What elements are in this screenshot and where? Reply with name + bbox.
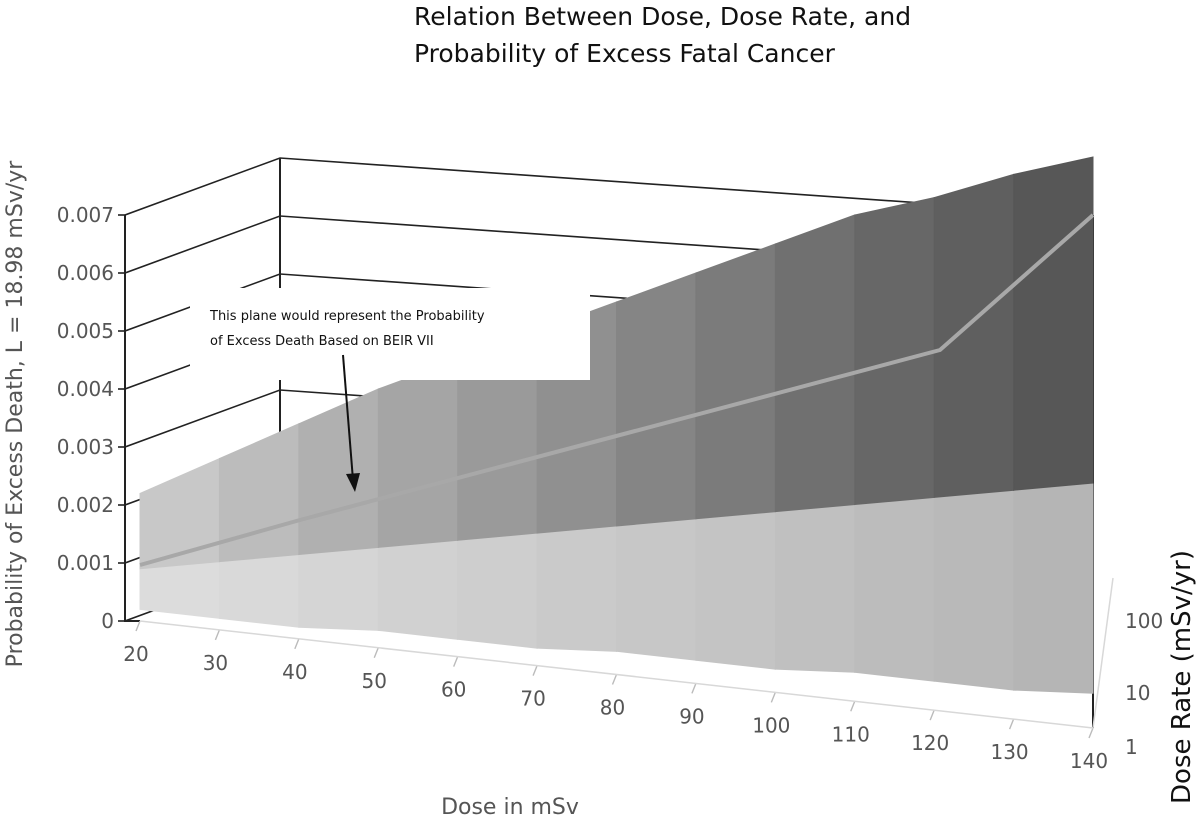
z-axis-ticks: 1 10 100	[1092, 577, 1163, 759]
x-tick-label: 110	[832, 722, 870, 746]
x-tick-mark	[453, 656, 459, 667]
x-tick-mark	[611, 674, 618, 685]
annotation-line-2: of Excess Death Based on BEIR VII	[210, 334, 434, 349]
surface-patch	[616, 518, 697, 661]
x-axis-line	[139, 620, 1094, 729]
x-tick-label: 90	[679, 704, 704, 728]
x-tick-mark	[1008, 718, 1015, 730]
surface-patch	[457, 532, 538, 649]
y-tick-label: 0.005	[57, 319, 114, 343]
x-tick-mark	[929, 709, 935, 721]
z-tick-label: 100	[1125, 609, 1163, 633]
x-axis-title: Dose in mSv	[441, 795, 579, 820]
x-tick-label: 20	[123, 642, 148, 666]
z-tick-label: 10	[1125, 681, 1150, 705]
surface-patch	[854, 496, 935, 682]
surface-patch	[933, 173, 1015, 498]
x-tick-mark	[135, 620, 141, 632]
annotation-arrow-shaft	[342, 354, 354, 481]
y-tick-label: 0.006	[57, 261, 114, 285]
x-tick-mark	[373, 647, 379, 659]
surface-patch	[695, 511, 776, 670]
surface-patch	[298, 388, 379, 556]
y-tick-label: 0.004	[57, 377, 114, 401]
x-tick-mark	[850, 700, 856, 712]
y-gridline	[124, 157, 1094, 216]
x-tick-mark	[532, 665, 538, 676]
annotation-arrow-head	[346, 473, 360, 492]
x-axis-ticks: 20 30 40 50 60 70 80 90 100 110 120 130 140	[123, 620, 1108, 773]
surface-patch	[377, 539, 459, 640]
x-tick-label: 50	[362, 669, 387, 693]
annotation-box	[190, 288, 590, 380]
surface-patch	[1013, 156, 1094, 491]
surface-patch	[139, 561, 220, 619]
y-tick-label: 0.003	[57, 435, 114, 459]
surface-patch	[933, 489, 1015, 691]
z-tick-label: 1	[1125, 735, 1138, 759]
x-tick-label: 40	[282, 660, 307, 684]
surface-patch	[774, 503, 856, 673]
surface-patch	[854, 196, 935, 506]
surface-patch	[536, 525, 617, 652]
surface-patch	[298, 546, 379, 631]
surface-patch	[1013, 482, 1094, 694]
surface-patch	[774, 214, 856, 513]
x-tick-label: 100	[752, 713, 790, 737]
x-tick-mark	[214, 629, 221, 641]
y-tick-label: 0.002	[57, 493, 114, 517]
chart-surface	[139, 156, 1094, 694]
x-tick-mark	[691, 683, 697, 694]
x-tick-mark	[1088, 727, 1094, 739]
x-tick-label: 80	[600, 696, 625, 720]
surface-patch	[218, 553, 300, 628]
surface-patch	[695, 243, 776, 520]
y-tick-label: 0.007	[57, 203, 114, 227]
chart-title-line-1: Relation Between Dose, Dose Rate, and	[414, 2, 911, 31]
surface-patch	[616, 272, 697, 527]
x-tick-label: 130	[990, 740, 1028, 764]
x-tick-label: 60	[441, 678, 466, 702]
x-tick-mark	[770, 692, 776, 703]
annotation: This plane would represent the Probabili…	[190, 288, 590, 492]
annotation-line-1: This plane would represent the Probabili…	[209, 309, 485, 324]
z-axis-line	[1092, 577, 1114, 729]
y-tick-label: 0.001	[57, 551, 114, 575]
z-axis-title: Dose Rate (mSv/yr)	[1167, 550, 1197, 804]
y-tick-label: 0	[101, 609, 114, 633]
beir-plane-line	[139, 213, 1095, 567]
x-tick-label: 140	[1070, 749, 1108, 773]
x-tick-label: 30	[203, 651, 228, 675]
surface-patch	[377, 359, 459, 548]
x-tick-label: 70	[520, 687, 545, 711]
chart-title-line-2: Probability of Excess Fatal Cancer	[414, 39, 836, 68]
y-axis-title: Probability of Excess Death, L = 18.98 m…	[3, 160, 28, 668]
x-tick-mark	[294, 638, 300, 650]
x-tick-label: 120	[911, 731, 949, 755]
y-axis-ticks: 0 0.001 0.002 0.003 0.004 0.005 0.006 0.007	[57, 203, 125, 633]
